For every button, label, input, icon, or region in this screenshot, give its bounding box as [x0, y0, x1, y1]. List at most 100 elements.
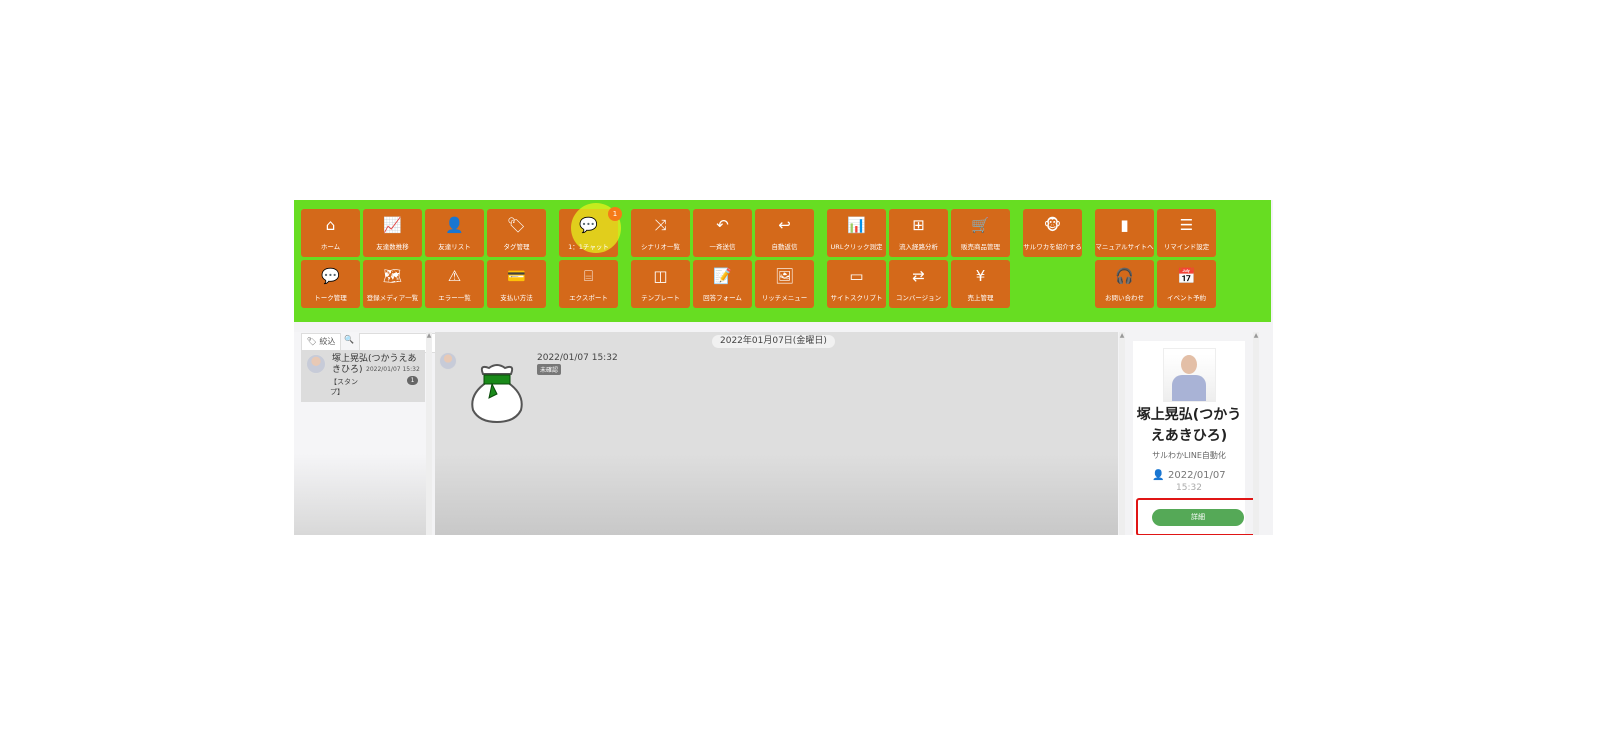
- menu-tile[interactable]: 👤 友達リスト: [425, 209, 484, 257]
- conversation-item[interactable]: 塚上晃弘(つかうえあきひろ) 2022/01/07 15:32 【スタンプ】 1: [301, 350, 425, 402]
- profile-panel: 塚上晃弘(つかうえあきひろ) サルわかLINE自動化 👤 2022/01/07 …: [1125, 332, 1263, 535]
- menu-tile[interactable]: 🏷 タグ管理: [487, 209, 546, 257]
- menu-tile-label: 1：1チャット: [568, 243, 609, 251]
- chat-icon: 💬: [579, 216, 598, 234]
- menu-tile-label: 支払い方法: [500, 294, 533, 302]
- chat-scrollbar[interactable]: ▲: [1119, 332, 1125, 535]
- menu-tile[interactable]: 🐵 サルワカを紹介する: [1023, 209, 1082, 257]
- menu-tile[interactable]: ⤨ シナリオ一覧: [631, 209, 690, 257]
- comment-icon: 💬: [321, 267, 340, 285]
- bar-search-icon: 📊: [847, 216, 866, 234]
- menu-tile[interactable]: 📊 URLクリック測定: [827, 209, 886, 257]
- undo-icon: ↩: [778, 216, 791, 234]
- date-separator: 2022年01月07日(金曜日): [712, 335, 835, 348]
- profile-photo: [1163, 348, 1216, 402]
- menu-tile[interactable]: 💬 1：1チャット 1: [559, 203, 622, 257]
- sender-avatar: [439, 352, 457, 370]
- profile-name: 塚上晃弘(つかうえあきひろ): [1136, 407, 1242, 444]
- menu-tile-label: リマインド設定: [1163, 243, 1210, 251]
- monkey-icon: 🐵: [1043, 216, 1062, 234]
- top-menu-bar: ⌂ ホーム 📈 友達数推移 👤 友達リスト 🏷 タグ管理 💬 1：1チャット 1 ⤨ シナリオ一覧 ↶ 一斉…: [294, 200, 1271, 322]
- unread-status-badge: 未確認: [537, 364, 562, 375]
- menu-tile[interactable]: ↶ 一斉送信: [693, 209, 752, 257]
- menu-tile-label: トーク管理: [314, 294, 347, 302]
- menu-tile-label: 自動返信: [771, 243, 798, 251]
- app-window: ⌂ ホーム 📈 友達数推移 👤 友達リスト 🏷 タグ管理 💬 1：1チャット 1 ⤨ シナリオ一覧 ↶ 一斉…: [294, 200, 1273, 535]
- menu-tile[interactable]: ⌂ ホーム: [301, 209, 360, 257]
- tags-icon: 🏷: [506, 216, 527, 234]
- conversation-scrollbar[interactable]: ▲: [426, 332, 432, 535]
- profile-time: 15:32: [1176, 483, 1202, 493]
- conversation-preview: 【スタンプ】: [330, 378, 358, 396]
- menu-tile[interactable]: 🎧 お問い合わせ: [1095, 260, 1154, 308]
- menu-tile-label: マニュアルサイトへ: [1095, 243, 1154, 251]
- profile-scrollbar[interactable]: ▲: [1253, 332, 1259, 535]
- menu-tile-label: シナリオ一覧: [641, 243, 680, 251]
- message-time: 2022/01/07 15:32: [537, 353, 618, 363]
- conversation-list-panel: 🏷 絞込 🔍 塚上晃弘(つかうえあきひろ) 2022/01/07 15:32 【…: [294, 332, 437, 535]
- menu-tile-label: タグ管理: [503, 243, 530, 251]
- profile-account: サルわかLINE自動化: [1152, 451, 1226, 460]
- menu-tile[interactable]: 📈 友達数推移: [363, 209, 422, 257]
- menu-tile[interactable]: ⌸ エクスポート: [559, 260, 618, 308]
- sticker-money-bag: [471, 364, 523, 424]
- headset-icon: 🎧: [1115, 267, 1134, 285]
- menu-tile[interactable]: 💳 支払い方法: [487, 260, 546, 308]
- exchange-icon: ⇄: [912, 267, 925, 285]
- menu-tile-label: 売上管理: [967, 294, 994, 302]
- home-icon: ⌂: [325, 216, 336, 234]
- search-input[interactable]: [359, 333, 437, 353]
- menu-tile[interactable]: 🛒 販売商品管理: [951, 209, 1010, 257]
- sitemap-icon: ⊞: [912, 216, 925, 234]
- warning-icon: ⚠: [447, 267, 462, 285]
- menu-tile-label: ホーム: [320, 243, 341, 251]
- menu-tile[interactable]: ⊞ 流入経路分析: [889, 209, 948, 257]
- detail-button[interactable]: 詳細: [1152, 509, 1244, 526]
- menu-tile[interactable]: 📝 回答フォーム: [693, 260, 752, 308]
- menu-tile[interactable]: ▭ サイトスクリプト: [827, 260, 886, 308]
- cart-icon: 🛒: [971, 216, 990, 234]
- money-bag-icon: ¥: [975, 267, 986, 285]
- menu-tile-label: 流入経路分析: [899, 243, 938, 251]
- user-icon: 👤: [1152, 470, 1165, 481]
- reply-icon: ↶: [716, 216, 729, 234]
- menu-tile-label: URLクリック測定: [830, 243, 883, 251]
- menu-tile[interactable]: ◫ テンプレート: [631, 260, 690, 308]
- menu-tile-label: コンバージョン: [895, 294, 942, 302]
- menu-tile-label: 回答フォーム: [703, 294, 742, 302]
- menu-tile[interactable]: 🗺 登録メディア一覧: [363, 260, 422, 308]
- menu-tile[interactable]: ▮ マニュアルサイトへ: [1095, 209, 1154, 257]
- highlight-box: 詳細: [1136, 498, 1258, 535]
- menu-tile-label: 販売商品管理: [961, 243, 1000, 251]
- profile-card: 塚上晃弘(つかうえあきひろ) サルわかLINE自動化 👤 2022/01/07 …: [1133, 341, 1258, 535]
- menu-tile[interactable]: 📅 イベント予約: [1157, 260, 1216, 308]
- menu-tile-label: 登録メディア一覧: [366, 294, 419, 302]
- menu-tile[interactable]: ↩ 自動返信: [755, 209, 814, 257]
- menu-tile-label: 友達リスト: [438, 243, 471, 251]
- menu-tile-label: 一斉送信: [709, 243, 736, 251]
- drive-icon: ⌸: [583, 267, 593, 285]
- filter-button[interactable]: 🏷 絞込: [301, 333, 341, 351]
- image-icon: 🖼: [774, 267, 795, 285]
- menu-tile-label: サルワカを紹介する: [1023, 243, 1082, 251]
- menu-tile-label: リッチメニュー: [761, 294, 808, 302]
- unread-count-badge: 1: [407, 376, 418, 385]
- conversation-time: 2022/01/07 15:32: [366, 366, 420, 373]
- conversation-name: 塚上晃弘(つかうえあきひろ): [332, 354, 417, 375]
- menu-tile-label: 友達数推移: [376, 243, 409, 251]
- menu-tile-label: テンプレート: [641, 294, 680, 302]
- menu-tile[interactable]: ☰ リマインド設定: [1157, 209, 1216, 257]
- menu-tile[interactable]: 💬 トーク管理: [301, 260, 360, 308]
- line-chart-icon: 📈: [383, 216, 402, 234]
- menu-tile[interactable]: ⚠ エラー一覧: [425, 260, 484, 308]
- user-icon: 👤: [445, 216, 464, 234]
- search-icon: 🔍: [344, 335, 354, 344]
- book-icon: ▮: [1120, 216, 1129, 234]
- avatar: [306, 354, 326, 374]
- menu-tile[interactable]: ¥ 売上管理: [951, 260, 1010, 308]
- menu-tile[interactable]: ⇄ コンバージョン: [889, 260, 948, 308]
- clipboard-edit-icon: 📝: [713, 267, 732, 285]
- menu-tile[interactable]: 🖼 リッチメニュー: [755, 260, 814, 308]
- profile-date: 👤 2022/01/07: [1152, 470, 1226, 481]
- notification-badge: 1: [608, 207, 622, 221]
